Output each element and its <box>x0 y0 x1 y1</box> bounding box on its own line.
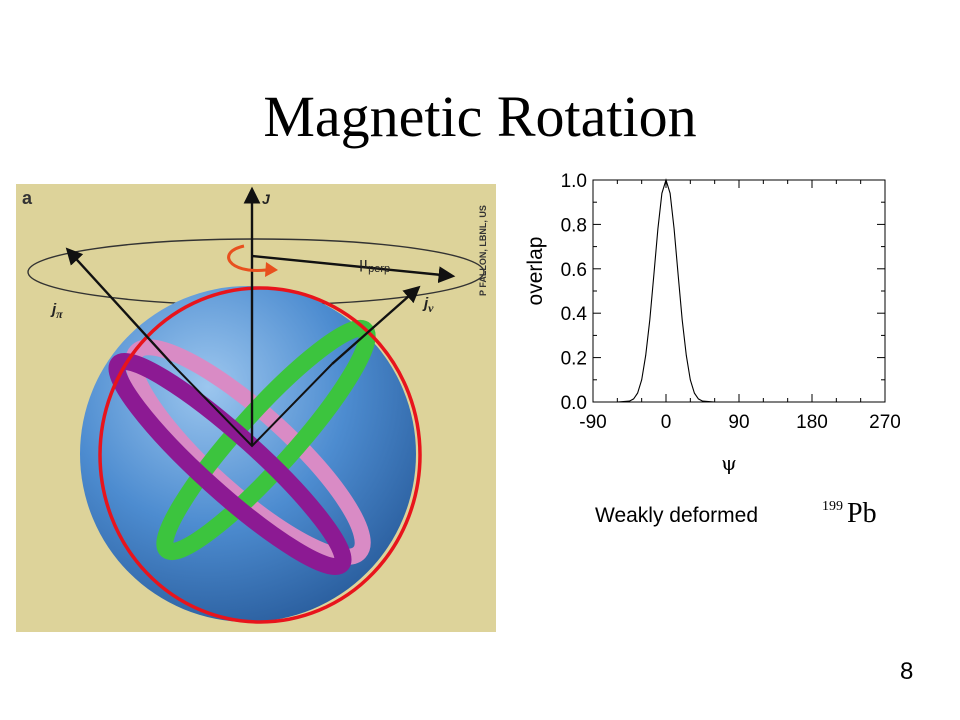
rotation-arrow <box>227 244 267 272</box>
j-label: J <box>262 191 271 207</box>
red-outline <box>98 286 422 624</box>
overlap-chart-svg: 0.00.20.40.60.81.0 -90 0 90 180 270 overlap … <box>524 171 901 475</box>
page-number: 8 <box>900 658 914 685</box>
x-tick-label: 0 <box>661 412 672 433</box>
y-tick-group: 0.0 0.2 0.4 0.6 0.8 1.0 <box>561 171 885 414</box>
j-nu-label: jν <box>422 295 434 315</box>
mu-label: μperp <box>359 253 390 275</box>
caption-weakly-deformed: Weakly deformed <box>595 504 759 527</box>
plot-frame <box>592 179 886 403</box>
y-tick-label: 1.0 <box>561 171 587 192</box>
panel-letter: a <box>22 188 33 208</box>
nucleus-mass: 199 <box>822 499 843 514</box>
j-pi-label: jπ <box>50 301 63 321</box>
mu-perp-vector <box>251 254 456 284</box>
y-tick-label: 0.8 <box>561 215 587 236</box>
x-tick-label: -90 <box>579 412 606 433</box>
rotation-arrowhead <box>265 262 278 277</box>
j-nu-vector <box>331 285 421 365</box>
slide-title: Magnetic Rotation <box>263 84 697 149</box>
y-tick-label: 0.0 <box>561 393 587 414</box>
y-tick-label: 0.4 <box>561 304 588 325</box>
x-axis-label: ψ <box>721 451 737 475</box>
y-tick-label: 0.6 <box>561 260 587 281</box>
y-axis-label: overlap <box>524 237 547 306</box>
rotation-illustration: a J μperp jπ jν P FALLON, LBNL, US <box>16 184 496 632</box>
credit-text: P FALLON, LBNL, US <box>478 205 488 296</box>
nucleus-label: 199 Pb <box>822 500 877 528</box>
y-tick-label: 0.2 <box>561 349 587 370</box>
x-tick-group: -90 0 90 180 270 <box>579 180 901 433</box>
j-pi-vector <box>65 247 173 365</box>
overlap-chart: 0.0 0.2 0.4 0.6 0.8 1.0 -90 0 90 180 270 overlap … <box>520 160 901 480</box>
overlap-series-line <box>593 178 885 403</box>
x-tick-label: 180 <box>796 412 828 433</box>
magnetic-rotation-figure: a J μperp jπ jν P FALLON, LBNL, US <box>16 184 496 632</box>
x-tick-label: 90 <box>728 412 749 433</box>
inner-v-lines <box>171 363 333 448</box>
x-tick-label: 270 <box>869 412 900 433</box>
nucleus-symbol: Pb <box>847 498 877 529</box>
